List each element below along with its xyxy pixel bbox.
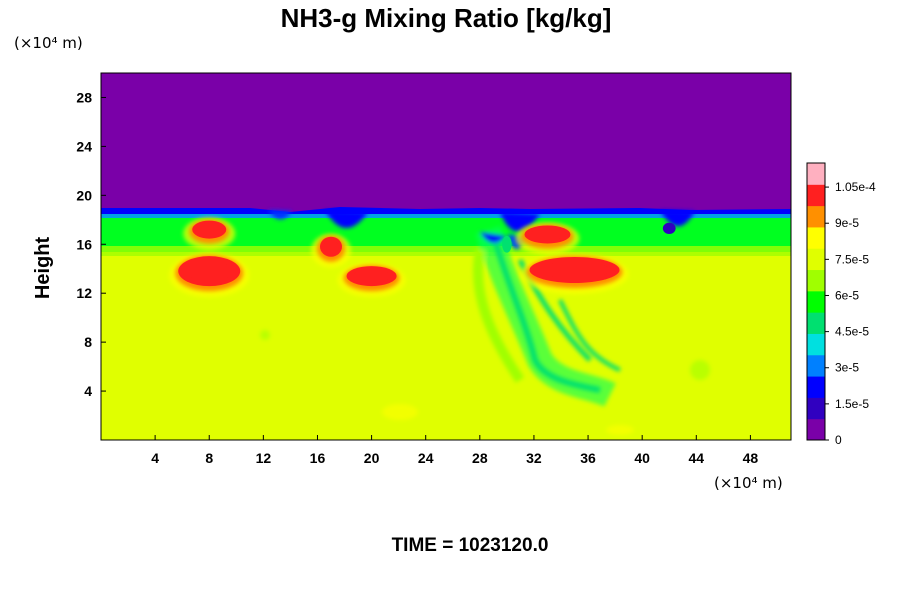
x-tick-label: 28 xyxy=(472,450,488,466)
colorbar-tick-label: 3e-5 xyxy=(835,361,859,375)
y-tick-label: 12 xyxy=(76,285,92,301)
y-tick-label: 24 xyxy=(76,138,92,154)
y-tick-label: 8 xyxy=(84,334,92,350)
colorbar-tick-label: 4.5e-5 xyxy=(835,325,869,339)
colorbar-segment-10 xyxy=(807,205,825,228)
feature-blob-2 xyxy=(337,263,406,298)
colorbar-segment-6 xyxy=(807,290,825,313)
colorbar-segment-1 xyxy=(807,397,825,420)
colorbar-segment-5 xyxy=(807,312,825,334)
chart-title: NH3-g Mixing Ratio [kg/kg] xyxy=(281,3,612,33)
colorbar-segment-0 xyxy=(807,418,825,441)
colorbar-tick-label: 9e-5 xyxy=(835,216,859,230)
colorbar xyxy=(807,163,825,441)
feature-blob-3 xyxy=(515,222,580,255)
x-tick-label: 32 xyxy=(526,450,542,466)
x-tick-label: 36 xyxy=(580,450,596,466)
features xyxy=(169,217,676,298)
x-unit-label: (×10⁴ m) xyxy=(714,474,783,492)
y-tick-label: 28 xyxy=(76,89,92,105)
colorbar-ticks: 0 1.5e-5 3e-5 4.5e-5 6e-5 7.5e-5 9e-5 1.05e-4 xyxy=(825,180,876,447)
colorbar-segment-4 xyxy=(807,333,825,356)
feature-blob-0 xyxy=(169,253,250,298)
colorbar-segment-7 xyxy=(807,269,825,292)
feature-blob-1 xyxy=(520,253,629,294)
faint-speckles xyxy=(260,330,710,435)
upper-layer xyxy=(101,73,791,213)
colorbar-frame xyxy=(806,162,826,441)
x-tick-label: 24 xyxy=(418,450,434,466)
x-tick-label: 8 xyxy=(205,450,213,466)
plot-area xyxy=(101,73,791,440)
x-ticks: 4 8 12 16 20 24 28 32 36 40 44 48 xyxy=(151,435,758,466)
x-tick-label: 40 xyxy=(634,450,650,466)
y-ticks: 4 8 12 16 20 24 28 xyxy=(76,89,106,399)
x-tick-label: 20 xyxy=(364,450,380,466)
y-tick-label: 4 xyxy=(84,383,92,399)
feature-blob-4 xyxy=(183,217,236,250)
x-tick-label: 44 xyxy=(689,450,705,466)
x-tick-label: 12 xyxy=(256,450,272,466)
colorbar-segment-12 xyxy=(807,163,825,185)
feature-blob-7 xyxy=(662,222,676,234)
colorbar-tick-label: 0 xyxy=(835,433,842,447)
x-tick-label: 16 xyxy=(310,450,326,466)
feature-blob-5 xyxy=(311,233,351,268)
colorbar-tick-label: 7.5e-5 xyxy=(835,252,869,266)
time-label: TIME = 1023120.0 xyxy=(392,535,549,556)
colorbar-segment-2 xyxy=(807,376,825,398)
y-unit-label: (×10⁴ m) xyxy=(14,34,83,52)
feature-blob-6 xyxy=(502,235,512,253)
x-tick-label: 4 xyxy=(151,450,159,466)
colorbar-segment-9 xyxy=(807,226,825,249)
y-axis-label: Height xyxy=(32,237,54,300)
y-tick-label: 16 xyxy=(76,236,92,252)
interface-dips xyxy=(268,210,695,232)
colorbar-segment-8 xyxy=(807,248,825,271)
y-tick-label: 20 xyxy=(76,187,92,203)
colorbar-segment-3 xyxy=(807,354,825,377)
colorbar-segment-11 xyxy=(807,184,825,207)
colorbar-tick-label: 1.05e-4 xyxy=(835,180,876,194)
green-band-edge xyxy=(101,246,791,256)
colorbar-tick-label: 6e-5 xyxy=(835,288,859,302)
x-tick-label: 48 xyxy=(743,450,759,466)
plot-frame xyxy=(100,72,792,441)
colorbar-tick-label: 1.5e-5 xyxy=(835,397,869,411)
